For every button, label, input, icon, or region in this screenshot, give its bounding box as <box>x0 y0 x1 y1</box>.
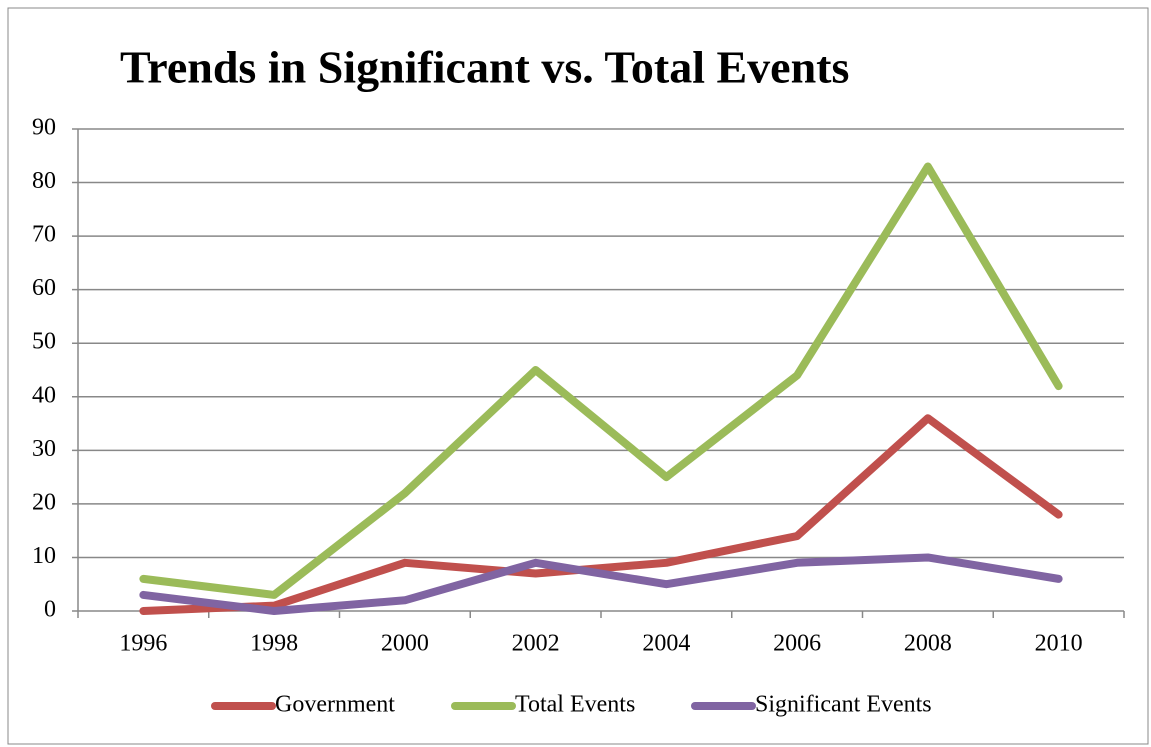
y-tick-label: 90 <box>32 115 56 141</box>
x-tick-label: 1996 <box>119 631 167 657</box>
x-tick-label: 2010 <box>1035 631 1083 657</box>
y-tick-label: 30 <box>32 436 56 462</box>
x-tick-label: 1998 <box>250 631 298 657</box>
y-tick-label: 40 <box>32 382 56 408</box>
y-tick-label: 10 <box>32 543 56 569</box>
y-tick-label: 80 <box>32 168 56 194</box>
y-tick-label: 70 <box>32 222 56 248</box>
chart-title: Trends in Significant vs. Total Events <box>120 42 849 93</box>
series-line <box>139 162 1063 599</box>
legend-label: Total Events <box>515 692 635 718</box>
x-tick-label: 2006 <box>773 631 821 657</box>
x-tick-label: 2000 <box>381 631 429 657</box>
x-tick-label: 2004 <box>642 631 690 657</box>
y-tick-label: 20 <box>32 489 56 515</box>
x-tick-label: 2008 <box>904 631 952 657</box>
y-tick-label: 60 <box>32 275 56 301</box>
series-line <box>139 414 1063 615</box>
x-tick-label: 2002 <box>512 631 560 657</box>
y-tick-label: 50 <box>32 329 56 355</box>
series-line <box>139 553 1063 615</box>
legend-label: Government <box>275 692 395 718</box>
y-tick-label: 0 <box>44 597 56 623</box>
legend-label: Significant Events <box>755 692 932 718</box>
chart-frame <box>7 7 1149 745</box>
